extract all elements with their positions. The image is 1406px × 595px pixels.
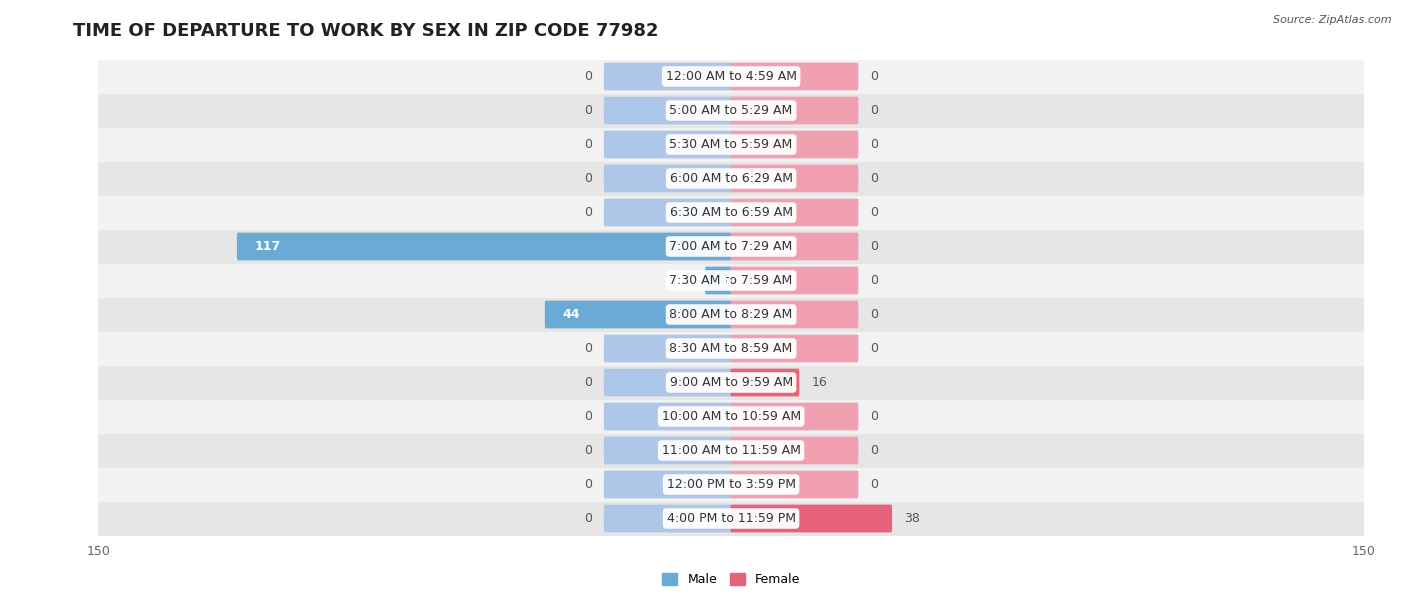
Text: 44: 44	[562, 308, 579, 321]
Text: 0: 0	[870, 104, 879, 117]
Text: 16: 16	[811, 376, 827, 389]
Text: 6:00 AM to 6:29 AM: 6:00 AM to 6:29 AM	[669, 172, 793, 185]
FancyBboxPatch shape	[98, 230, 1364, 264]
FancyBboxPatch shape	[730, 165, 859, 192]
FancyBboxPatch shape	[98, 196, 1364, 230]
Text: 0: 0	[583, 70, 592, 83]
FancyBboxPatch shape	[236, 233, 733, 261]
Text: 38: 38	[904, 512, 920, 525]
FancyBboxPatch shape	[730, 403, 859, 430]
FancyBboxPatch shape	[98, 331, 1364, 365]
Text: 0: 0	[583, 478, 592, 491]
FancyBboxPatch shape	[603, 131, 733, 158]
FancyBboxPatch shape	[730, 62, 859, 90]
Text: 6:30 AM to 6:59 AM: 6:30 AM to 6:59 AM	[669, 206, 793, 219]
FancyBboxPatch shape	[603, 471, 733, 499]
Text: 0: 0	[583, 376, 592, 389]
FancyBboxPatch shape	[704, 267, 733, 295]
FancyBboxPatch shape	[603, 437, 733, 464]
Text: 0: 0	[583, 104, 592, 117]
FancyBboxPatch shape	[603, 199, 733, 226]
Text: 0: 0	[870, 342, 879, 355]
Legend: Male, Female: Male, Female	[662, 574, 800, 586]
FancyBboxPatch shape	[730, 300, 859, 328]
Text: 0: 0	[583, 444, 592, 457]
Text: TIME OF DEPARTURE TO WORK BY SEX IN ZIP CODE 77982: TIME OF DEPARTURE TO WORK BY SEX IN ZIP …	[73, 23, 658, 40]
Text: 4:00 PM to 11:59 PM: 4:00 PM to 11:59 PM	[666, 512, 796, 525]
Text: 117: 117	[254, 240, 281, 253]
Text: 11:00 AM to 11:59 AM: 11:00 AM to 11:59 AM	[662, 444, 800, 457]
Text: 0: 0	[583, 206, 592, 219]
FancyBboxPatch shape	[603, 62, 733, 90]
Text: Source: ZipAtlas.com: Source: ZipAtlas.com	[1274, 15, 1392, 25]
FancyBboxPatch shape	[730, 96, 859, 124]
FancyBboxPatch shape	[603, 334, 733, 362]
Text: 8:30 AM to 8:59 AM: 8:30 AM to 8:59 AM	[669, 342, 793, 355]
Text: 0: 0	[870, 206, 879, 219]
FancyBboxPatch shape	[98, 434, 1364, 468]
Text: 10:00 AM to 10:59 AM: 10:00 AM to 10:59 AM	[662, 410, 800, 423]
Text: 0: 0	[870, 308, 879, 321]
FancyBboxPatch shape	[544, 300, 733, 328]
FancyBboxPatch shape	[730, 199, 859, 226]
Text: 0: 0	[870, 70, 879, 83]
FancyBboxPatch shape	[98, 60, 1364, 93]
FancyBboxPatch shape	[730, 131, 859, 158]
FancyBboxPatch shape	[730, 334, 859, 362]
FancyBboxPatch shape	[98, 93, 1364, 127]
FancyBboxPatch shape	[730, 369, 800, 396]
Text: 0: 0	[583, 342, 592, 355]
Text: 12:00 AM to 4:59 AM: 12:00 AM to 4:59 AM	[665, 70, 797, 83]
FancyBboxPatch shape	[603, 96, 733, 124]
Text: 6: 6	[723, 274, 731, 287]
Text: 12:00 PM to 3:59 PM: 12:00 PM to 3:59 PM	[666, 478, 796, 491]
Text: 7:30 AM to 7:59 AM: 7:30 AM to 7:59 AM	[669, 274, 793, 287]
Text: 0: 0	[870, 172, 879, 185]
FancyBboxPatch shape	[98, 502, 1364, 536]
Text: 0: 0	[870, 240, 879, 253]
Text: 0: 0	[870, 478, 879, 491]
FancyBboxPatch shape	[730, 267, 859, 295]
Text: 0: 0	[870, 138, 879, 151]
FancyBboxPatch shape	[730, 437, 859, 464]
Text: 0: 0	[870, 274, 879, 287]
FancyBboxPatch shape	[730, 233, 859, 261]
FancyBboxPatch shape	[98, 161, 1364, 196]
FancyBboxPatch shape	[98, 468, 1364, 502]
FancyBboxPatch shape	[730, 505, 893, 533]
Text: 5:00 AM to 5:29 AM: 5:00 AM to 5:29 AM	[669, 104, 793, 117]
FancyBboxPatch shape	[730, 471, 859, 499]
FancyBboxPatch shape	[603, 369, 733, 396]
Text: 0: 0	[870, 444, 879, 457]
Text: 5:30 AM to 5:59 AM: 5:30 AM to 5:59 AM	[669, 138, 793, 151]
FancyBboxPatch shape	[98, 399, 1364, 434]
FancyBboxPatch shape	[98, 264, 1364, 298]
Text: 0: 0	[583, 410, 592, 423]
Text: 0: 0	[583, 172, 592, 185]
FancyBboxPatch shape	[98, 365, 1364, 399]
FancyBboxPatch shape	[98, 298, 1364, 331]
Text: 9:00 AM to 9:59 AM: 9:00 AM to 9:59 AM	[669, 376, 793, 389]
Text: 8:00 AM to 8:29 AM: 8:00 AM to 8:29 AM	[669, 308, 793, 321]
FancyBboxPatch shape	[98, 127, 1364, 161]
Text: 7:00 AM to 7:29 AM: 7:00 AM to 7:29 AM	[669, 240, 793, 253]
FancyBboxPatch shape	[603, 403, 733, 430]
FancyBboxPatch shape	[603, 505, 733, 533]
Text: 0: 0	[870, 410, 879, 423]
Text: 0: 0	[583, 512, 592, 525]
FancyBboxPatch shape	[603, 165, 733, 192]
Text: 0: 0	[583, 138, 592, 151]
